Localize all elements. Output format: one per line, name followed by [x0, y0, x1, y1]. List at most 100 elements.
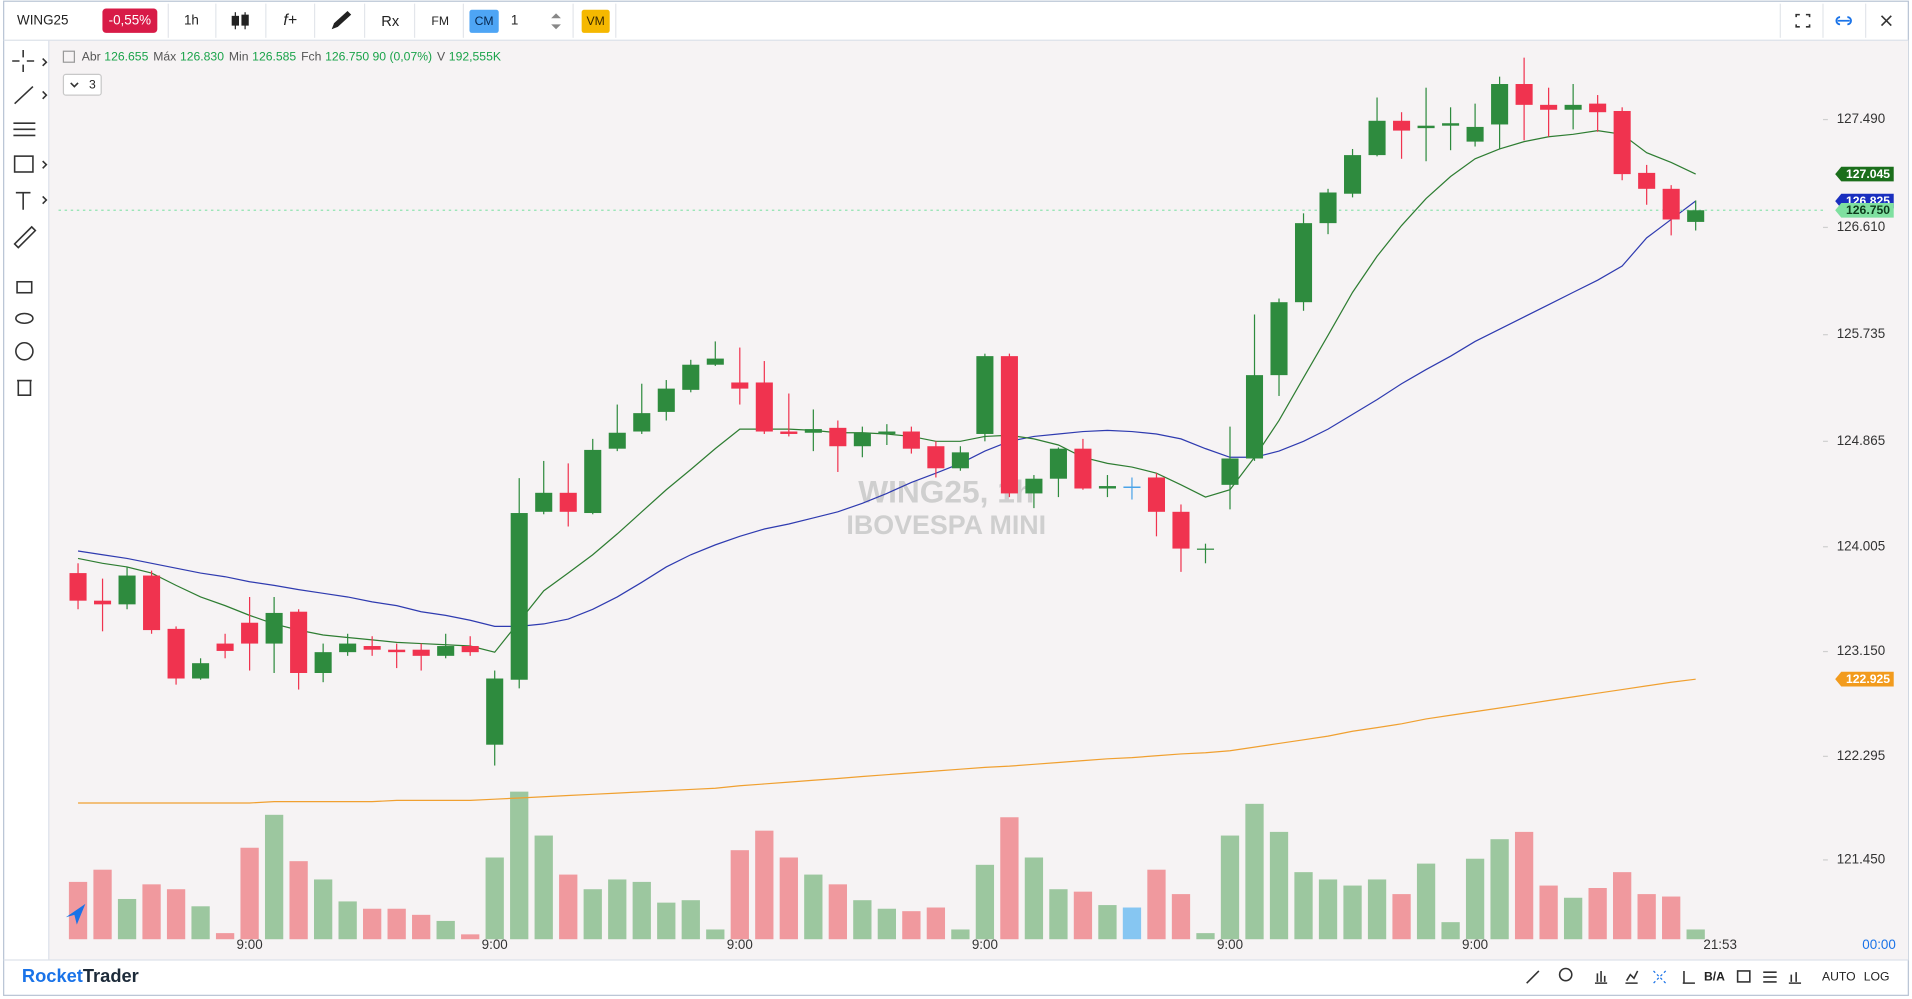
volume-bar: [1613, 872, 1632, 940]
candle-body: [878, 431, 896, 434]
candle-body: [1442, 123, 1460, 126]
volume-bar: [1637, 894, 1656, 940]
candle-body: [69, 573, 87, 601]
volume-bar: [93, 869, 112, 940]
shape-tool[interactable]: [13, 155, 34, 173]
bars-button[interactable]: [1594, 970, 1608, 984]
interval-button[interactable]: 1h: [184, 12, 199, 27]
candle-body: [1319, 192, 1337, 224]
volume-bar: [1539, 885, 1558, 940]
symbol[interactable]: WING25: [17, 12, 68, 27]
candle-body: [510, 513, 528, 680]
candle-body: [1540, 104, 1558, 110]
volume-bar: [313, 879, 333, 940]
spinner[interactable]: [551, 13, 561, 30]
volume-bar: [1343, 885, 1362, 940]
volume-bar: [1024, 857, 1044, 940]
axis-button[interactable]: [1682, 970, 1695, 984]
vm-button[interactable]: VM: [587, 14, 605, 28]
volume-bar: [117, 898, 137, 940]
volume-bar: [485, 857, 504, 940]
plot-background: [48, 40, 1909, 960]
candle-type-button[interactable]: [231, 12, 249, 30]
volume-bar: [877, 908, 897, 940]
navigate-button[interactable]: [65, 903, 86, 925]
candle-body: [1221, 458, 1239, 485]
log-button[interactable]: LOG: [1864, 969, 1890, 983]
volume-bar: [264, 814, 284, 940]
candle-body: [1687, 210, 1705, 222]
collapse-button[interactable]: [62, 73, 102, 96]
candle-body: [339, 643, 357, 653]
volume-bar: [1588, 888, 1607, 940]
count-input[interactable]: 1: [511, 12, 518, 27]
crosshair-tool[interactable]: [12, 50, 35, 72]
chart-button[interactable]: [1788, 972, 1802, 984]
candle-body: [192, 663, 210, 679]
candle-body: [682, 364, 700, 390]
candle-body: [780, 431, 798, 434]
x-tick-label: 9:00: [1462, 937, 1488, 952]
brand-second: Trader: [83, 965, 139, 986]
candle-body: [1049, 448, 1067, 479]
price-badge: [1835, 671, 1894, 687]
draw-button[interactable]: [331, 10, 352, 30]
zoom-button[interactable]: [1558, 967, 1573, 982]
volume-bar: [730, 850, 749, 940]
auto-button[interactable]: AUTO: [1822, 969, 1856, 983]
fib-tool[interactable]: [13, 122, 36, 137]
candle-body: [976, 356, 994, 434]
volume-bar: [583, 889, 602, 940]
candle-body: [584, 449, 602, 514]
price-badge-label: 127.045: [1846, 167, 1890, 181]
line-button[interactable]: [1625, 970, 1639, 984]
volume-bar: [1245, 803, 1264, 940]
candle-body: [1589, 103, 1607, 113]
ruler-button[interactable]: [1526, 970, 1540, 984]
candle-body: [388, 649, 406, 653]
volume-bar: [240, 847, 259, 940]
candle-body: [706, 358, 724, 365]
volume-bar: [289, 861, 308, 940]
volume-bar: [412, 914, 431, 940]
legend-toggle[interactable]: [62, 50, 75, 63]
volume-bar: [608, 879, 627, 940]
volume-bar: [632, 881, 651, 940]
volume-bar: [1049, 889, 1068, 940]
book-button[interactable]: [1736, 970, 1751, 983]
list-button[interactable]: [1763, 971, 1777, 983]
volume-bar: [534, 835, 553, 940]
close-button[interactable]: [1880, 15, 1892, 27]
ba-button[interactable]: B/A: [1704, 969, 1725, 983]
legend-value: 192,555K: [449, 50, 501, 64]
y-tick-label: 124.005: [1837, 538, 1885, 553]
delete-button[interactable]: [17, 379, 32, 397]
volume-bar: [804, 874, 823, 940]
remove-button[interactable]: Rx: [381, 14, 400, 30]
lock-button[interactable]: [16, 280, 33, 294]
candle-body: [1074, 448, 1092, 489]
volume-bar: [1441, 922, 1460, 940]
footer-tools: B/A AUTO LOG: [1526, 967, 1890, 984]
candle-body: [1025, 478, 1043, 494]
cm-button[interactable]: CM: [475, 14, 494, 28]
legend: Abr 126.655 Máx 126.830 Min 126.585 Fch 126.750…: [82, 50, 501, 64]
line-tool[interactable]: [14, 86, 34, 105]
fm-button[interactable]: FM: [431, 14, 449, 28]
price-badge-label: 126.750: [1846, 203, 1890, 217]
tool-expanders: [42, 57, 48, 205]
corner-time: 00:00: [1862, 937, 1896, 952]
volume-bar: [559, 874, 578, 940]
indicator-button[interactable]: f+: [283, 12, 297, 29]
ruler-tool[interactable]: [13, 225, 37, 249]
volume-bar: [1073, 891, 1093, 940]
link-button[interactable]: [1835, 16, 1852, 26]
candle-body: [363, 646, 381, 650]
volume-bar: [1686, 929, 1705, 940]
volume-bar: [1416, 863, 1436, 940]
help-button[interactable]: [15, 341, 34, 361]
visibility-button[interactable]: [15, 312, 34, 325]
text-tool[interactable]: [15, 191, 31, 210]
fullscreen-button[interactable]: [1795, 13, 1811, 28]
